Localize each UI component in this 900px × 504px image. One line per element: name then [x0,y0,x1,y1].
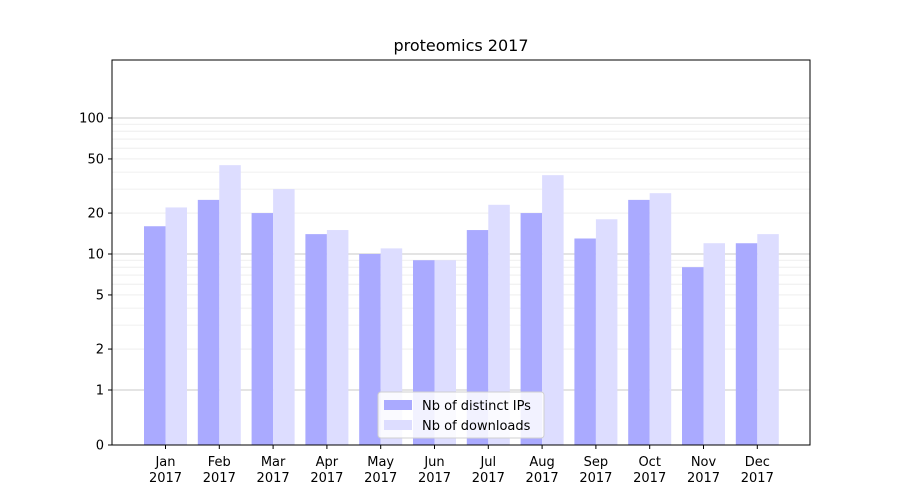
legend-swatch [384,420,412,430]
x-tick-label-year: 2017 [579,471,612,486]
bar-downloads-jan [165,207,187,445]
bar-distinct-ips-jul [466,230,489,445]
x-tick-label-year: 2017 [257,471,290,486]
x-tick-label-year: 2017 [741,471,774,486]
bar-distinct-ips-aug [520,213,543,445]
y-tick-label: 20 [87,207,104,222]
bar-distinct-ips-jan [144,226,166,445]
x-tick-label-month: Mar [261,455,286,470]
bar-distinct-ips-nov [682,267,704,445]
legend-swatch [384,400,412,410]
x-tick-label-month: Jul [479,455,496,470]
y-tick-label: 5 [96,288,104,303]
legend: Nb of distinct IPs Nb of downloads [377,391,545,439]
bar-distinct-ips-mar [251,213,274,445]
legend-box [377,391,545,439]
bar-distinct-ips-feb [197,199,220,445]
x-tick-label-year: 2017 [203,471,236,486]
x-tick-label-year: 2017 [472,471,505,486]
bar-distinct-ips-oct [628,199,650,445]
x-tick-label-month: Sep [584,455,609,470]
legend-label: Nb of distinct IPs [422,399,531,414]
bar-downloads-oct [649,193,672,445]
x-tick-label-month: Jan [154,455,175,470]
x-tick-label-month: Jun [423,455,444,470]
bar-downloads-nov [703,243,725,445]
y-tick-label: 10 [87,248,104,263]
x-tick-label-month: May [367,455,394,470]
bar-downloads-dec [757,234,779,445]
bar-downloads-apr [326,230,349,445]
y-tick-label: 100 [79,112,104,127]
y-tick-label: 50 [87,152,104,167]
chart-title: proteomics 2017 [393,36,528,55]
bar-distinct-ips-apr [305,234,327,445]
bar-distinct-ips-may [359,254,381,445]
x-tick-label-year: 2017 [418,471,451,486]
y-tick-label: 2 [96,343,104,358]
legend-label: Nb of downloads [422,419,531,434]
bar-downloads-jul [488,204,510,445]
x-tick-label-year: 2017 [687,471,720,486]
ticks-layer: 0125102050100Jan2017Feb2017Mar2017Apr201… [79,112,774,487]
x-tick-label-year: 2017 [310,471,343,486]
x-tick-label-year: 2017 [364,471,397,486]
x-tick-label-year: 2017 [526,471,559,486]
x-tick-label-month: Oct [638,455,660,470]
x-tick-label-month: Apr [316,455,339,470]
bar-downloads-sep [595,219,618,445]
axes-frame [111,59,811,446]
x-tick-label-year: 2017 [149,471,182,486]
bar-distinct-ips-sep [574,238,596,445]
bar-downloads-feb [219,165,241,446]
bar-distinct-ips-dec [735,243,758,445]
x-tick-label-month: Aug [529,455,554,470]
y-tick-label: 0 [96,439,104,454]
x-tick-label-year: 2017 [633,471,666,486]
x-tick-label-month: Dec [745,455,770,470]
bar-downloads-aug [542,175,564,446]
x-tick-label-month: Feb [208,455,231,470]
y-tick-label: 1 [96,384,104,399]
bar-downloads-mar [273,189,295,445]
x-tick-label-month: Nov [691,455,717,470]
